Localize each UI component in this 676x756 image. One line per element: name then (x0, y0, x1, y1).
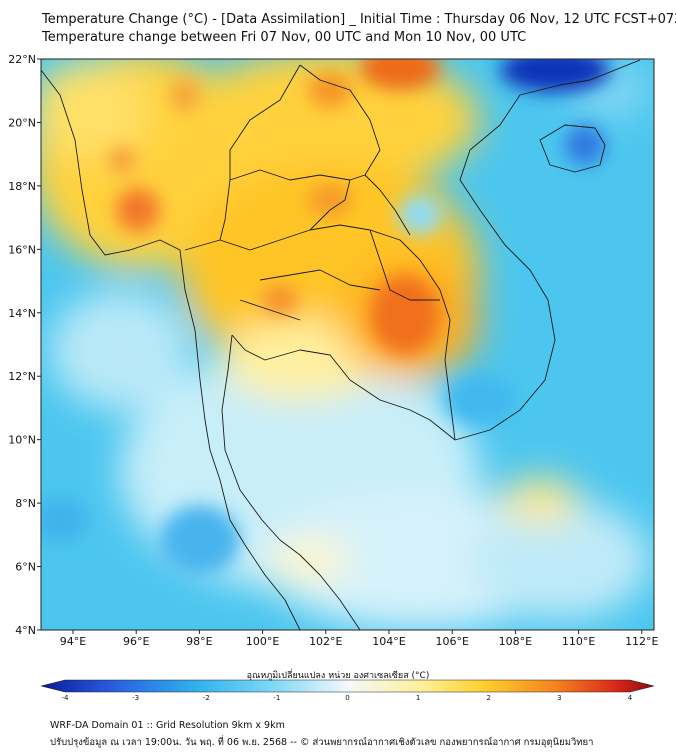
map-subtitle: Temperature change between Fri 07 Nov, 0… (42, 30, 527, 45)
colorbar-tick-label: -1 (273, 694, 280, 702)
colorbar-tick-label: 0 (345, 694, 349, 702)
lat-tick-label: 18°N (8, 180, 36, 193)
latitude-axis: 22°N 20°N 18°N 16°N 14°N 12°N 10°N 8°N 6°N 4°N (8, 53, 41, 637)
lon-tick-label: 108°E (499, 635, 532, 648)
lat-tick-label: 12°N (8, 370, 36, 383)
colorbar-tick-label: -2 (203, 694, 210, 702)
lon-tick-label: 98°E (186, 635, 212, 648)
model-info: WRF-DA Domain 01 :: Grid Resolution 9km … (50, 720, 285, 731)
colorbar: -4 -3 -2 -1 0 1 2 3 4 (40, 679, 655, 702)
lon-tick-label: 94°E (60, 635, 86, 648)
lon-tick-label: 102°E (309, 635, 342, 648)
lon-tick-label: 96°E (123, 635, 149, 648)
colorbar-tick-label: 3 (557, 694, 561, 702)
lat-tick-label: 8°N (15, 497, 36, 510)
colorbar-tick-label: 2 (487, 694, 491, 702)
colorbar-tick-label: -3 (132, 694, 139, 702)
lat-tick-label: 4°N (15, 624, 36, 637)
lat-tick-label: 10°N (8, 434, 36, 447)
colorbar-title: อุณหภูมิเปลี่ยนแปลง หน่วย องศาเซลเซียส (… (246, 671, 430, 681)
lon-tick-label: 100°E (246, 635, 279, 648)
colorbar-bar (40, 679, 655, 693)
map-title: Temperature Change (°C) - [Data Assimila… (42, 12, 676, 27)
lon-tick-label: 110°E (562, 635, 595, 648)
longitude-axis: 94°E 96°E 98°E 100°E 102°E 104°E 106°E 108°E 110… (60, 630, 659, 648)
temperature-field (41, 59, 654, 630)
lat-tick-label: 6°N (15, 561, 36, 574)
colorbar-ticks: -4 -3 -2 -1 0 1 2 3 4 (62, 694, 633, 702)
colorbar-tick-label: -4 (62, 694, 70, 702)
map-frame (40, 58, 655, 631)
country-borders (41, 59, 641, 630)
colorbar-tick-label: 1 (416, 694, 420, 702)
colorbar-tick-label: 4 (628, 694, 633, 702)
update-credit: ปรับปรุงข้อมูล ณ เวลา 19:00น. วัน พฤ. ที… (50, 737, 594, 748)
lat-tick-label: 20°N (8, 116, 36, 129)
lon-tick-label: 104°E (372, 635, 405, 648)
lon-tick-label: 112°E (625, 635, 658, 648)
lat-tick-label: 22°N (8, 53, 36, 66)
lon-tick-label: 106°E (435, 635, 468, 648)
lat-tick-label: 16°N (8, 243, 36, 256)
lat-tick-label: 14°N (8, 307, 36, 320)
